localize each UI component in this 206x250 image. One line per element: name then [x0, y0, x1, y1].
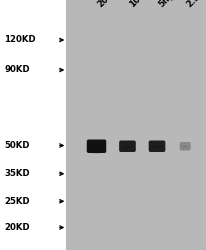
Text: 90KD: 90KD — [4, 66, 30, 74]
Ellipse shape — [122, 146, 131, 148]
Ellipse shape — [152, 146, 161, 148]
FancyBboxPatch shape — [148, 140, 165, 152]
Text: 10ng: 10ng — [127, 0, 150, 9]
Text: 50KD: 50KD — [4, 141, 29, 150]
Text: 25KD: 25KD — [4, 197, 30, 206]
Text: 2.5ng: 2.5ng — [184, 0, 206, 9]
Ellipse shape — [150, 149, 162, 152]
FancyBboxPatch shape — [86, 140, 106, 153]
FancyBboxPatch shape — [118, 140, 135, 152]
Text: 20ng: 20ng — [96, 0, 119, 9]
Ellipse shape — [89, 149, 103, 154]
Ellipse shape — [90, 146, 102, 148]
Text: 20KD: 20KD — [4, 223, 30, 232]
Ellipse shape — [121, 149, 133, 152]
Text: 5ng: 5ng — [156, 0, 175, 9]
Bar — [0, 0, 66, 250]
FancyBboxPatch shape — [179, 142, 190, 150]
Text: 35KD: 35KD — [4, 169, 30, 178]
Bar — [66, 0, 206, 250]
Text: 120KD: 120KD — [4, 36, 36, 44]
Ellipse shape — [181, 148, 188, 150]
Ellipse shape — [182, 146, 187, 148]
